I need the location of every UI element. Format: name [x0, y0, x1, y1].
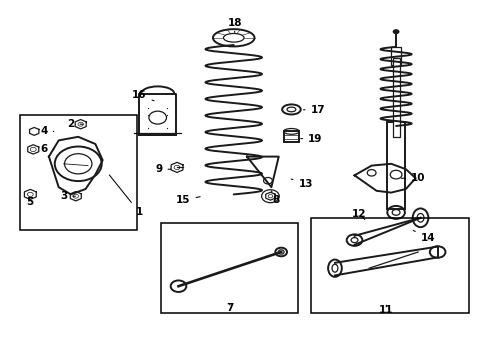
Text: 9: 9 [155, 164, 170, 174]
Text: 8: 8 [271, 191, 279, 205]
Bar [392, 58, 399, 137]
Text: 11: 11 [378, 305, 393, 315]
Text: 3: 3 [60, 191, 75, 201]
Text: 7: 7 [225, 303, 233, 313]
Bar [386, 122, 404, 209]
Circle shape [392, 29, 399, 34]
Text: 12: 12 [351, 209, 366, 220]
Bar [161, 223, 298, 313]
Text: 2: 2 [67, 119, 82, 129]
Text: 10: 10 [401, 173, 425, 183]
Text: 15: 15 [176, 195, 200, 205]
Text: 13: 13 [290, 179, 312, 189]
Bar [283, 131, 299, 142]
Circle shape [174, 165, 180, 170]
Circle shape [27, 192, 33, 197]
Text: 16: 16 [132, 90, 154, 101]
Bar [310, 218, 468, 313]
Bar [390, 47, 400, 65]
Text: 6: 6 [41, 144, 54, 154]
Bar [20, 115, 137, 230]
Circle shape [267, 194, 272, 198]
Text: 1: 1 [109, 175, 142, 217]
Circle shape [78, 122, 83, 126]
Text: 14: 14 [412, 230, 434, 243]
Text: 5: 5 [26, 197, 33, 207]
Text: 18: 18 [227, 18, 242, 32]
Text: 4: 4 [40, 126, 54, 136]
Text: 19: 19 [300, 134, 322, 144]
Text: 17: 17 [303, 105, 325, 115]
Bar [139, 94, 176, 135]
Circle shape [73, 194, 78, 198]
